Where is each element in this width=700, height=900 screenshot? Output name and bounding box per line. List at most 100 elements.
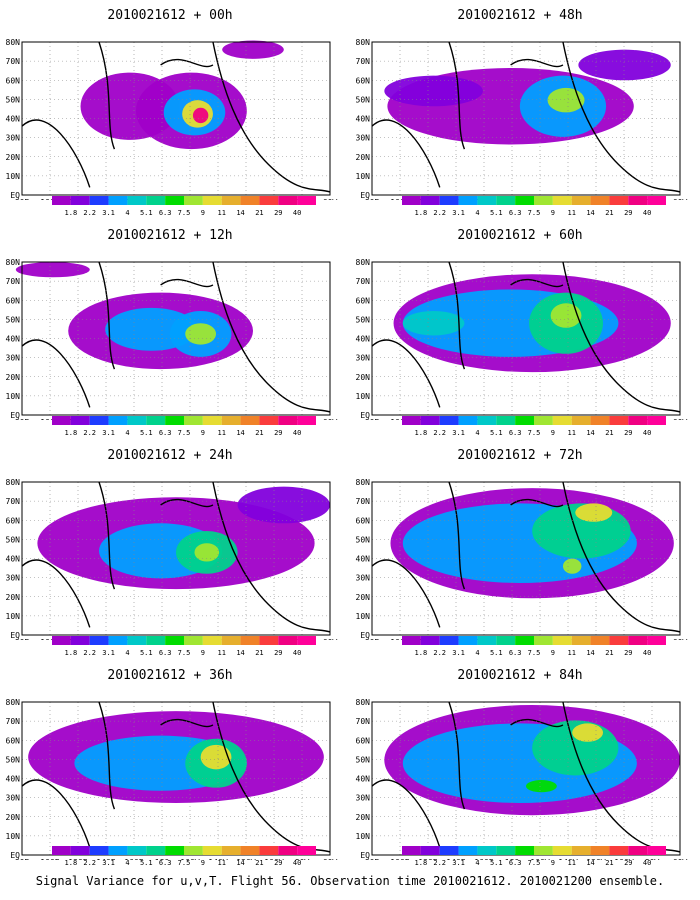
- y-tick-label: 50N: [6, 755, 21, 764]
- colorbar-swatch: [165, 416, 184, 425]
- colorbar-label: 9: [201, 649, 205, 656]
- y-tick-label: 10N: [356, 612, 371, 621]
- colorbar-label: 9: [551, 649, 555, 656]
- y-tick-label: 70N: [6, 717, 21, 726]
- colorbar-label: 6.3: [159, 209, 172, 216]
- colorbar-swatch: [496, 196, 516, 205]
- colorbar-swatch: [402, 196, 421, 205]
- north-america-coastline: [212, 481, 331, 633]
- colorbar-label: 2.2: [433, 649, 446, 656]
- colorbar-swatch: [420, 196, 440, 205]
- colorbar-label: 6.3: [509, 429, 522, 436]
- colorbar-label: 6.3: [159, 649, 172, 656]
- colorbar-label: 2.2: [83, 429, 96, 436]
- colorbar: 1.8 2.2 3.1 4 5.1 6.3 7.5 9 11 14 21 29 40: [52, 636, 316, 656]
- colorbar-swatch: [146, 196, 166, 205]
- y-tick-label: 80N: [6, 698, 21, 707]
- x-tick-label: 180: [505, 858, 520, 860]
- alaska-coastline: [160, 278, 214, 288]
- colorbar-label: 11: [567, 859, 575, 866]
- colorbar-label: 21: [255, 429, 263, 436]
- colorbar-label: 1.8: [415, 649, 428, 656]
- colorbar-label: 2.2: [433, 859, 446, 866]
- x-tick-label: 80W: [645, 858, 660, 860]
- colorbar-swatch: [259, 636, 279, 645]
- colorbar-label: 11: [217, 429, 225, 436]
- y-tick-label: 80N: [356, 478, 371, 487]
- y-tick-label: 30N: [356, 354, 371, 363]
- colorbar-swatch: [609, 196, 629, 205]
- colorbar-label: 2.2: [83, 209, 96, 216]
- colorbar-label: 6.3: [509, 649, 522, 656]
- colorbar-label: 14: [236, 209, 244, 216]
- colorbar-swatch: [647, 636, 666, 645]
- colorbar-label: 7.5: [178, 649, 191, 656]
- colorbar-swatch: [70, 846, 90, 855]
- colorbar-swatch: [609, 416, 629, 425]
- x-tick-label: 160W: [180, 858, 199, 860]
- colorbar-swatch: [221, 846, 241, 855]
- colorbar-label: 1.8: [65, 429, 78, 436]
- colorbar-swatch: [515, 846, 534, 855]
- asia-coastline: [21, 119, 91, 188]
- colorbar-label: 40: [643, 859, 651, 866]
- colorbar-swatch: [52, 416, 71, 425]
- y-tick-label: 70N: [6, 57, 21, 66]
- y-tick-label: 40N: [6, 115, 21, 124]
- panel-60h: 2010021612 + 60h 80N 70N 60N 50N 40N 30N 20N 10…: [350, 220, 690, 420]
- colorbar-label: 11: [217, 209, 225, 216]
- y-tick-label: 40N: [6, 555, 21, 564]
- colorbar-swatch: [552, 196, 572, 205]
- colorbar-label: 11: [567, 649, 575, 656]
- colorbar-swatch: [571, 196, 591, 205]
- colorbar-label: 21: [255, 649, 263, 656]
- panel-24h: 2010021612 + 24h 80N 70N 60N 50N 40N 30N 20N 10…: [0, 440, 340, 640]
- colorbar-swatch: [89, 196, 109, 205]
- colorbar-label: 29: [624, 649, 632, 656]
- north-america-coastline: [562, 481, 681, 633]
- colorbar-label: 40: [293, 859, 301, 866]
- x-tick-label: 140W: [208, 858, 227, 860]
- y-tick-label: 60N: [6, 296, 21, 305]
- colorbar-label: 29: [624, 429, 632, 436]
- colorbar-swatch: [259, 846, 279, 855]
- colorbar-label: 3.1: [102, 649, 115, 656]
- colorbar-label: 1.8: [65, 859, 78, 866]
- colorbar-swatch: [165, 846, 184, 855]
- x-tick-label: 100E: [40, 418, 59, 420]
- y-tick-label: 30N: [356, 134, 371, 143]
- y-tick-label: 30N: [6, 134, 21, 143]
- x-tick-label: 60W: [323, 638, 338, 640]
- plot-frame: [371, 481, 681, 636]
- colorbar-swatch: [165, 636, 184, 645]
- y-tick-label: 30N: [6, 354, 21, 363]
- y-tick-label: 20N: [356, 373, 371, 382]
- colorbar-swatch: [515, 196, 534, 205]
- variance-region: [547, 87, 585, 113]
- colorbar-label: 14: [236, 859, 244, 866]
- colorbar-swatch: [108, 416, 128, 425]
- colorbar-label: 7.5: [528, 859, 541, 866]
- colorbar-swatch: [402, 846, 421, 855]
- colorbar-label: 14: [586, 209, 594, 216]
- colorbar-swatch: [458, 196, 478, 205]
- colorbar-swatch: [628, 416, 648, 425]
- variance-region: [237, 486, 330, 524]
- colorbar-swatch: [647, 416, 666, 425]
- plot-frame: [21, 41, 331, 196]
- y-tick-label: 50N: [6, 535, 21, 544]
- map-plot: 80N70N60N50N40N30N20N10NEQ80E100E120E140…: [6, 478, 338, 640]
- colorbar-label: 14: [236, 429, 244, 436]
- y-tick-label: 50N: [356, 755, 371, 764]
- colorbar-swatch: [278, 416, 298, 425]
- colorbar-swatch: [52, 636, 71, 645]
- panel-title: 2010021612 + 24h: [107, 448, 233, 463]
- x-tick-label: 120W: [586, 858, 605, 860]
- colorbar-swatch: [439, 196, 459, 205]
- map-plot: 80N70N60N50N40N30N20N10NEQ80E100E120E140…: [356, 258, 688, 420]
- y-tick-label: EQ: [360, 631, 370, 640]
- panel-12h: 2010021612 + 12h 80N 70N 60N 50N 40N 30N 20N 10…: [0, 220, 340, 420]
- x-tick-label: 80E: [365, 198, 380, 200]
- x-tick-label: 100E: [40, 638, 59, 640]
- y-tick-label: 10N: [6, 392, 21, 401]
